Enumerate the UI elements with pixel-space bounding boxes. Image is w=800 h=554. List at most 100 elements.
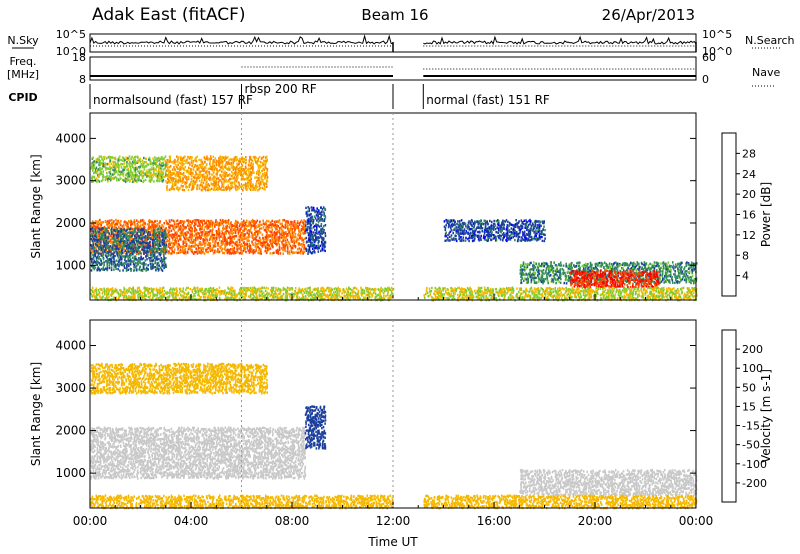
power-panel-cell xyxy=(99,167,101,170)
power-panel-cell xyxy=(127,157,129,160)
power-panel-cell xyxy=(463,228,466,231)
power-panel-cell xyxy=(175,172,178,176)
power-panel-cell xyxy=(169,155,172,158)
power-panel-cell xyxy=(316,219,318,222)
power-panel-cell xyxy=(141,235,144,238)
power-panel-cell xyxy=(210,222,213,225)
power-panel-cell xyxy=(265,161,267,165)
power-panel-cell xyxy=(92,230,94,233)
power-panel-cell xyxy=(309,240,311,243)
power-panel-cell xyxy=(223,220,225,224)
power-panel-cell xyxy=(285,231,287,234)
power-panel-cell xyxy=(465,230,468,233)
power-panel-cell xyxy=(244,165,247,168)
power-panel-cell xyxy=(308,217,310,221)
power-panel-cell xyxy=(262,219,264,222)
power-panel-cell xyxy=(124,223,127,226)
power-panel-cell xyxy=(166,248,168,251)
power-panel-cell xyxy=(200,250,203,253)
power-panel-cell xyxy=(94,252,97,256)
power-panel-cell xyxy=(93,160,96,163)
power-panel-cell xyxy=(452,231,454,235)
power-panel-cell xyxy=(179,180,182,183)
power-panel-cell xyxy=(164,246,166,249)
power-panel-cell xyxy=(117,268,119,271)
power-panel-cell xyxy=(235,243,238,247)
power-panel-cell xyxy=(141,262,143,265)
power-panel-cell xyxy=(449,230,451,233)
power-panel-cell xyxy=(534,271,537,275)
power-panel-cell xyxy=(524,235,527,238)
power-panel-cell xyxy=(257,178,259,182)
cpid-label: CPID xyxy=(8,91,37,104)
power-panel-cell xyxy=(159,174,162,178)
power-panel-cell xyxy=(217,160,219,163)
power-panel-cell xyxy=(127,227,129,231)
power-panel-cell xyxy=(218,230,221,234)
power-panel-cell xyxy=(157,156,160,160)
power-panel-cell xyxy=(191,174,193,177)
power-panel-cell xyxy=(131,227,134,231)
power-panel-cell xyxy=(307,252,309,255)
power-panel-cell xyxy=(113,176,115,179)
power-panel-cell xyxy=(224,170,226,173)
power-panel-cell xyxy=(213,251,216,254)
power-panel-cell xyxy=(206,176,209,179)
power-panel-cell xyxy=(191,230,194,233)
power-panel-cell xyxy=(312,251,314,254)
power-panel-cell xyxy=(111,177,114,180)
power-panel-cell xyxy=(140,255,142,258)
power-panel-cell xyxy=(152,167,155,170)
power-panel-cell xyxy=(212,221,215,225)
power-panel-cell xyxy=(154,255,157,259)
power-panel-cell xyxy=(235,188,237,192)
power-panel-cell xyxy=(177,181,179,184)
power-panel-cell xyxy=(288,223,291,226)
power-panel-cell xyxy=(209,165,212,168)
power-panel-cell xyxy=(257,182,260,185)
power-panel-cell xyxy=(195,218,197,222)
power-panel-cell xyxy=(197,249,199,252)
power-panel-cell xyxy=(104,178,107,181)
power-panel-cell xyxy=(495,237,497,241)
power-panel-cell xyxy=(169,243,172,246)
power-panel-cell xyxy=(242,229,244,232)
power-panel-cell xyxy=(119,246,121,250)
power-panel-cell xyxy=(180,229,182,233)
power-panel-cell xyxy=(185,252,187,255)
power-panel-cell xyxy=(168,242,170,246)
power-panel-cell xyxy=(173,235,175,238)
power-panel-cell xyxy=(113,220,115,223)
power-panel-cell xyxy=(155,161,158,165)
power-panel-cell xyxy=(173,166,175,169)
power-panel-cell xyxy=(454,220,456,223)
power-panel-cell xyxy=(227,162,229,166)
power-panel-cell xyxy=(183,241,185,244)
power-panel-cell xyxy=(165,227,167,230)
power-panel-cell xyxy=(248,161,250,164)
power-panel-cell xyxy=(231,227,233,230)
power-panel-cell xyxy=(96,223,98,226)
power-panel-cell xyxy=(129,251,131,255)
power-panel-cell xyxy=(134,166,137,170)
power-panel-cell xyxy=(217,242,220,245)
power-panel-cell xyxy=(240,169,243,173)
power-panel-cell xyxy=(172,242,174,245)
power-panel-cell xyxy=(536,224,539,227)
power-panel-cell xyxy=(90,248,93,251)
power-panel-cell xyxy=(131,246,134,249)
power-panel-cell xyxy=(271,219,273,223)
power-panel-cell xyxy=(134,160,137,164)
power-panel-cell xyxy=(255,160,257,163)
power-panel-cell xyxy=(138,227,140,230)
power-panel-cell xyxy=(140,171,143,174)
power-panel-cell xyxy=(163,260,166,264)
power-panel-cell xyxy=(111,237,113,240)
power-panel-cell xyxy=(497,220,500,223)
power-panel-cell xyxy=(153,180,155,183)
power-panel-cell xyxy=(260,180,263,183)
power-panel-cell xyxy=(238,173,240,176)
power-panel-cell xyxy=(95,160,97,164)
power-panel-cell xyxy=(201,219,204,222)
power-panel-cell xyxy=(284,249,287,252)
